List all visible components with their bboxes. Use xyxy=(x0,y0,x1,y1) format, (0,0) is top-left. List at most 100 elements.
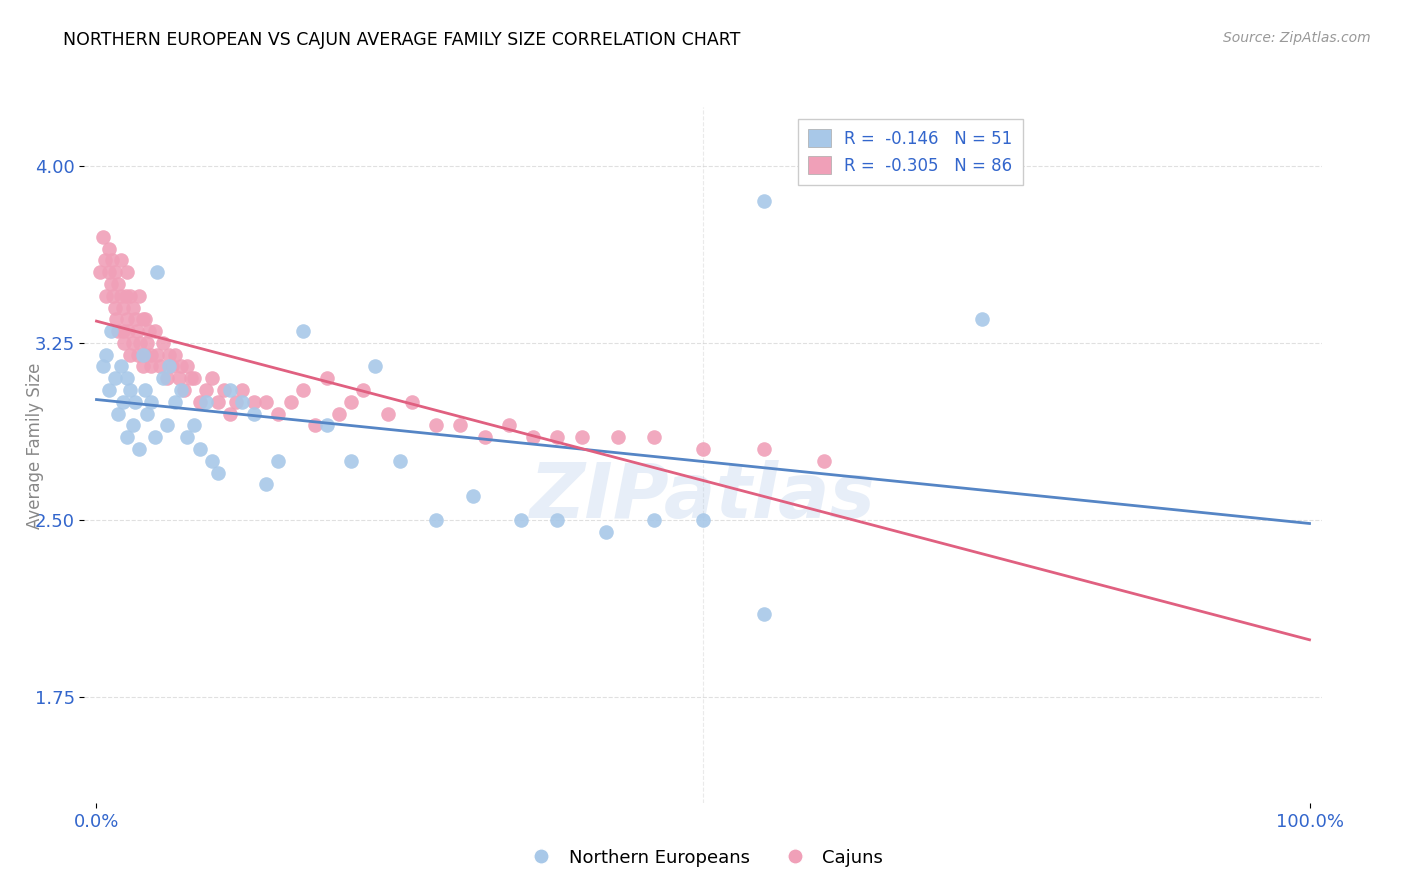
Point xyxy=(129,335,152,350)
Point xyxy=(104,371,127,385)
Point xyxy=(120,289,142,303)
Point xyxy=(219,407,242,421)
Point xyxy=(114,289,136,303)
Point xyxy=(194,395,217,409)
Point xyxy=(364,359,387,374)
Point xyxy=(89,265,111,279)
Point xyxy=(388,454,411,468)
Point xyxy=(103,289,125,303)
Point xyxy=(124,312,146,326)
Point xyxy=(401,395,423,409)
Point xyxy=(134,383,156,397)
Point xyxy=(188,442,211,456)
Point xyxy=(127,348,149,362)
Point xyxy=(291,324,314,338)
Point xyxy=(138,324,160,338)
Point xyxy=(316,418,339,433)
Point xyxy=(128,289,150,303)
Point xyxy=(176,359,198,374)
Point xyxy=(571,430,593,444)
Point xyxy=(107,277,129,291)
Point xyxy=(120,348,142,362)
Point xyxy=(165,395,187,409)
Point xyxy=(110,253,132,268)
Point xyxy=(340,454,363,468)
Text: Source: ZipAtlas.com: Source: ZipAtlas.com xyxy=(1223,31,1371,45)
Point xyxy=(449,418,471,433)
Point xyxy=(813,454,835,468)
Point xyxy=(188,395,211,409)
Point xyxy=(183,418,205,433)
Point xyxy=(328,407,350,421)
Point xyxy=(124,395,146,409)
Point xyxy=(243,407,266,421)
Point xyxy=(122,418,145,433)
Point xyxy=(120,383,142,397)
Point xyxy=(425,513,447,527)
Point xyxy=(254,395,277,409)
Point xyxy=(643,430,665,444)
Text: ZIPatlas: ZIPatlas xyxy=(530,459,876,533)
Point xyxy=(752,607,775,621)
Point xyxy=(112,395,135,409)
Point xyxy=(377,407,399,421)
Point xyxy=(100,324,122,338)
Point xyxy=(201,454,224,468)
Point xyxy=(352,383,374,397)
Point xyxy=(170,383,193,397)
Point xyxy=(692,442,714,456)
Point xyxy=(156,418,179,433)
Point xyxy=(157,359,180,374)
Point xyxy=(104,265,127,279)
Point xyxy=(115,430,138,444)
Point xyxy=(101,253,124,268)
Point xyxy=(643,513,665,527)
Point xyxy=(107,324,129,338)
Point xyxy=(134,348,156,362)
Text: NORTHERN EUROPEAN VS CAJUN AVERAGE FAMILY SIZE CORRELATION CHART: NORTHERN EUROPEAN VS CAJUN AVERAGE FAMIL… xyxy=(63,31,741,49)
Point xyxy=(112,335,135,350)
Point xyxy=(207,395,229,409)
Point xyxy=(94,253,117,268)
Point xyxy=(96,289,118,303)
Point xyxy=(267,407,290,421)
Point xyxy=(183,371,205,385)
Point xyxy=(180,371,202,385)
Point xyxy=(546,513,568,527)
Point xyxy=(498,418,520,433)
Point xyxy=(546,430,568,444)
Point xyxy=(152,371,174,385)
Legend: Northern Europeans, Cajuns: Northern Europeans, Cajuns xyxy=(516,841,890,874)
Point xyxy=(96,348,118,362)
Point xyxy=(131,312,153,326)
Point xyxy=(110,359,132,374)
Point xyxy=(148,359,170,374)
Point xyxy=(340,395,363,409)
Point xyxy=(117,324,139,338)
Point xyxy=(115,371,138,385)
Point xyxy=(110,289,132,303)
Point xyxy=(136,335,159,350)
Point xyxy=(115,265,138,279)
Text: Average Family Size: Average Family Size xyxy=(27,363,44,529)
Point xyxy=(146,348,169,362)
Point xyxy=(125,324,148,338)
Point xyxy=(112,324,135,338)
Point xyxy=(692,513,714,527)
Point xyxy=(122,335,145,350)
Point xyxy=(194,383,217,397)
Point xyxy=(97,265,120,279)
Point xyxy=(425,418,447,433)
Point xyxy=(139,359,162,374)
Point xyxy=(104,301,127,315)
Point xyxy=(146,265,169,279)
Point xyxy=(167,371,190,385)
Point xyxy=(607,430,630,444)
Point xyxy=(219,383,242,397)
Point xyxy=(97,242,120,256)
Point xyxy=(173,383,195,397)
Point xyxy=(156,371,179,385)
Point xyxy=(970,312,993,326)
Point xyxy=(461,489,484,503)
Point xyxy=(291,383,314,397)
